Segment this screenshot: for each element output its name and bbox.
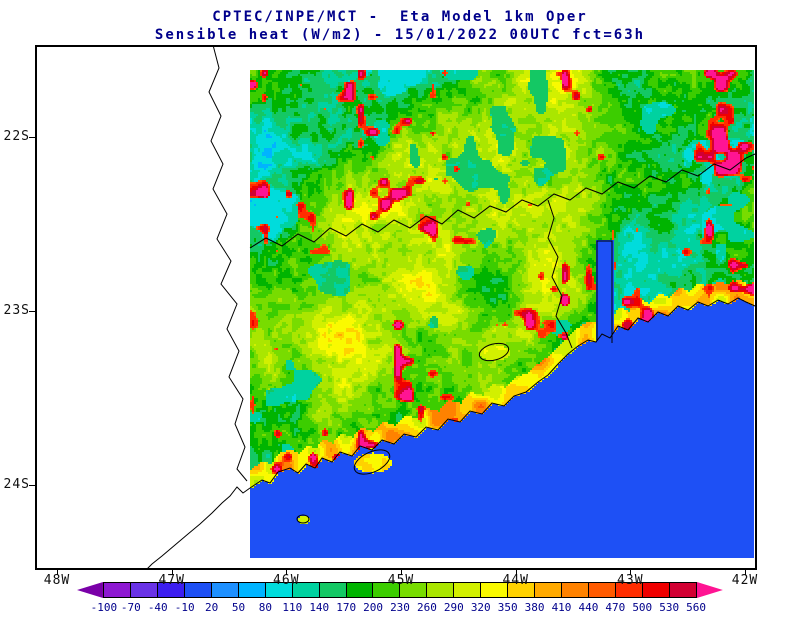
x-axis-tick [171, 570, 173, 575]
colorbar-tick-label: 470 [605, 601, 626, 614]
y-axis-tick [29, 311, 35, 312]
colorbar-tick-label: 50 [231, 601, 246, 614]
colorbar-tick-label: 320 [470, 601, 491, 614]
colorbar-tick-label: 500 [632, 601, 653, 614]
heatmap-canvas [250, 70, 754, 558]
colorbar-arrow-right [696, 582, 723, 598]
x-axis-tick [745, 570, 746, 575]
colorbar-tick-label: 20 [204, 601, 219, 614]
x-axis-tick [286, 570, 288, 575]
colorbar-tick-label: 410 [551, 601, 572, 614]
x-axis-label: 47W [158, 573, 185, 588]
colorbar-tick-label: 110 [282, 601, 303, 614]
colorbar-tick-label: 530 [659, 601, 680, 614]
colorbar-tick-label: 560 [686, 601, 707, 614]
x-axis-tick [630, 570, 632, 575]
colorbar-tick-label: -40 [147, 601, 168, 614]
colorbar-tick-label: 170 [336, 601, 357, 614]
page-title-line2: Sensible heat (W/m2) - 15/01/2022 00UTC … [154, 27, 646, 43]
x-axis-tick [57, 570, 58, 575]
y-axis-label: 22S [3, 129, 30, 144]
page-title-line1: CPTEC/INPE/MCT - Eta Model 1km Oper [212, 9, 588, 25]
colorbar-segment [210, 582, 239, 598]
x-axis-tick [515, 570, 517, 575]
x-axis-label: 42W [731, 573, 759, 588]
colorbar-segment [102, 582, 131, 598]
colorbar-tick-label: -70 [120, 601, 141, 614]
y-axis-tick [29, 485, 35, 486]
colorbar-tick-label: 260 [416, 601, 437, 614]
colorbar-tick-label: 230 [390, 601, 410, 614]
x-axis-label: 45W [387, 573, 415, 588]
colorbar-segment [668, 582, 697, 598]
x-axis-label: 46W [273, 573, 300, 588]
y-axis-label: 24S [3, 477, 30, 492]
y-axis-label: 23S [3, 303, 30, 318]
colorbar-segment [318, 582, 347, 598]
colorbar-chips [77, 582, 723, 598]
colorbar-tick-label: -100 [90, 601, 118, 614]
x-axis-label: 43W [617, 573, 644, 588]
colorbar-tick-label: 80 [258, 601, 273, 614]
colorbar-segment [426, 582, 455, 598]
colorbar-segment [561, 582, 590, 598]
colorbar-tick-label: 440 [578, 601, 599, 614]
colorbar-tick-label: -10 [174, 601, 195, 614]
colorbar-tick-label: 140 [309, 601, 330, 614]
colorbar-segment [453, 582, 482, 598]
x-axis-label: 48W [43, 573, 71, 588]
x-axis-tick [401, 570, 402, 575]
colorbar-tick-label: 380 [524, 601, 545, 614]
colorbar-segment [345, 582, 374, 598]
y-axis-tick [29, 137, 35, 138]
colorbar-tick-label: 290 [443, 601, 464, 614]
colorbar-tick-label: 350 [497, 601, 518, 614]
x-axis-label: 44W [502, 573, 529, 588]
colorbar-tick-label: 200 [363, 601, 384, 614]
colorbar: -100 -70 -40 -10 20 50 80 110 140 170 200 230 260 290… [77, 582, 723, 616]
